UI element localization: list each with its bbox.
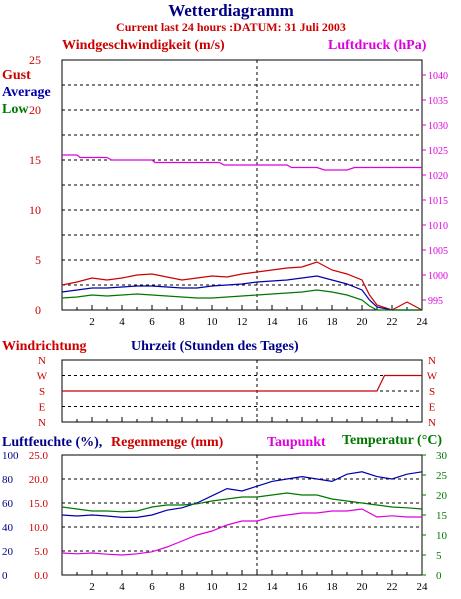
legend-gust: Gust [2,68,31,83]
humidity-x-tick-label: 2 [89,581,95,593]
pressure-y-tick-label: 1005 [428,246,448,257]
wind-y-tick-label: 20 [29,103,41,117]
direction-right-tick-label: N [428,355,436,367]
wind-x-tick-label: 18 [327,316,339,328]
pressure-y-tick-label: 1010 [428,221,448,232]
humidity-x-tick-label: 8 [179,581,185,593]
pressure-y-tick-label: 1025 [428,146,448,157]
wind-x-tick-label: 4 [119,316,125,328]
wind-x-tick-label: 16 [297,316,309,328]
direction-series-line [62,374,422,392]
humidity-frame [61,454,423,576]
humidity-x-tick-label: 4 [119,581,125,593]
wind-series-gust-line [61,261,423,311]
wind-series-luftdruck-line [62,154,422,171]
pressure-y-tick-label: 1000 [428,271,448,282]
temperature-y-tick-label: 30 [436,450,448,462]
pressure-y-tick-label: 1030 [428,121,448,132]
wind-y-tick-label: 10 [29,203,41,217]
humidity-y-tick-label: 0 [2,570,8,582]
chart-marks: 0510152025995100010051010101510201025103… [2,53,448,593]
wind-x-tick-label: 14 [267,316,279,328]
wind-x-tick-label: 12 [237,316,248,328]
humidity-x-tick-label: 10 [207,581,219,593]
direction-left-tick-label: N [38,417,46,429]
humidity-series-temperatur-line [61,492,423,513]
humidity-series-luftfeuchte-line [61,471,423,519]
humidity-y-tick-label: 100 [2,450,19,462]
humidity-x-tick-label: 12 [237,581,248,593]
humidity-y-tick-label: 60 [2,498,14,510]
pressure-y-tick-label: 995 [428,296,443,307]
humidity-x-tick-label: 6 [149,581,155,593]
hour-axis-label: Uhrzeit (Stunden des Tages) [131,339,299,354]
pressure-y-tick-label: 1035 [428,96,448,107]
chart-subtitle: Current last 24 hours :DATUM: 31 Juli 20… [116,20,346,34]
direction-left-tick-label: S [39,386,45,398]
temperature-y-tick-label: 25 [436,470,448,482]
legend-average: Average [2,85,51,100]
wind-x-tick-label: 2 [89,316,95,328]
humidity-x-tick-label: 14 [267,581,279,593]
humidity-x-tick-label: 22 [387,581,398,593]
direction-right-tick-label: S [429,386,435,398]
wind-x-tick-label: 22 [387,316,398,328]
humidity-x-tick-label: 16 [297,581,309,593]
wind-x-tick-label: 6 [149,316,155,328]
direction-left-tick-label: W [37,371,48,383]
humidity-x-tick-label: 20 [357,581,369,593]
temperature-y-tick-label: 0 [436,570,442,582]
direction-right-tick-label: W [427,371,438,383]
wind-speed-axis-label: Windgeschwindigkeit (m/s) [62,38,225,53]
rain-y-tick-label: 15.0 [29,498,49,510]
rain-axis-label: Regenmenge (mm) [111,435,224,450]
temperature-y-tick-label: 10 [436,530,448,542]
pressure-y-tick-label: 1020 [428,171,448,182]
pressure-y-tick-label: 1015 [428,196,448,207]
wind-series-low-line [61,289,422,311]
temperature-y-tick-label: 5 [436,550,442,562]
direction-left-tick-label: N [38,355,46,367]
rain-y-tick-label: 5.0 [34,546,48,558]
wind-x-tick-label: 10 [207,316,219,328]
humidity-x-tick-label: 18 [327,581,339,593]
humidity-series-taupunkt-line [61,508,422,556]
humidity-axis-label: Luftfeuchte (%), [2,435,102,450]
wind-series-average-line [61,275,422,311]
humidity-y-tick-label: 20 [2,546,14,558]
wind-y-tick-label: 5 [35,253,41,267]
wind-y-tick-label: 15 [29,153,41,167]
temperature-y-tick-label: 20 [436,490,448,502]
humidity-y-tick-label: 80 [2,474,14,486]
temperature-axis-label: Temperatur (°C) [342,433,442,448]
chart-title: Wetterdiagramm [168,1,294,20]
wind-x-tick-label: 8 [179,316,185,328]
humidity-x-tick-label: 24 [417,581,429,593]
legend-low: Low [2,102,29,117]
wind-y-tick-label: 0 [35,303,41,317]
direction-right-tick-label: E [429,402,436,414]
wind-x-tick-label: 20 [357,316,369,328]
humidity-y-tick-label: 40 [2,522,14,534]
direction-right-tick-label: N [428,417,436,429]
dewpoint-label: Taupunkt [267,435,326,450]
direction-left-tick-label: E [39,402,46,414]
rain-y-tick-label: 10.0 [29,522,49,534]
wind-direction-label: Windrichtung [2,339,87,354]
rain-y-tick-label: 25.0 [29,450,49,462]
rain-y-tick-label: 20.0 [29,474,49,486]
pressure-y-tick-label: 1040 [428,71,448,82]
rain-y-tick-label: 0.0 [34,570,48,582]
wind-x-tick-label: 24 [417,316,429,328]
pressure-axis-label: Luftdruck (hPa) [328,38,427,53]
temperature-y-tick-label: 15 [436,510,448,522]
wind-y-tick-label: 25 [29,53,41,67]
